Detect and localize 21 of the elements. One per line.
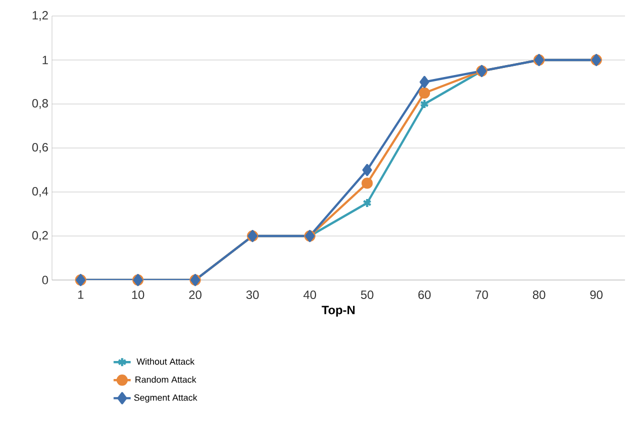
x-tick-label: 1 — [78, 290, 84, 299]
y-tick-label: 0,2 — [32, 231, 48, 241]
x-tick-label: 50 — [360, 290, 374, 300]
x-tick-label: 80 — [532, 290, 546, 300]
legend-label: Random Attack — [136, 376, 196, 383]
x-tick-label: 20 — [189, 290, 202, 300]
x-tick-label: 10 — [132, 290, 144, 300]
y-tick-label: 1 — [42, 56, 48, 64]
y-tick-label: 0,4 — [32, 187, 48, 197]
x-tick-label: 70 — [476, 290, 488, 300]
x-tick-label: 40 — [303, 290, 316, 300]
x-tick-label: 60 — [418, 290, 431, 300]
x-tick-label: 30 — [246, 290, 259, 300]
legend-label: Without Attack — [136, 358, 195, 365]
y-tick-label: 0,6 — [32, 143, 48, 153]
y-tick-label: 0 — [42, 276, 48, 284]
y-tick-label: 0,8 — [32, 99, 48, 109]
x-tick-label: 90 — [590, 290, 603, 300]
legend-label: Segment Attack — [134, 394, 198, 403]
y-tick-label: 1,2 — [32, 11, 48, 21]
x-axis-title: Top-N — [322, 306, 355, 317]
